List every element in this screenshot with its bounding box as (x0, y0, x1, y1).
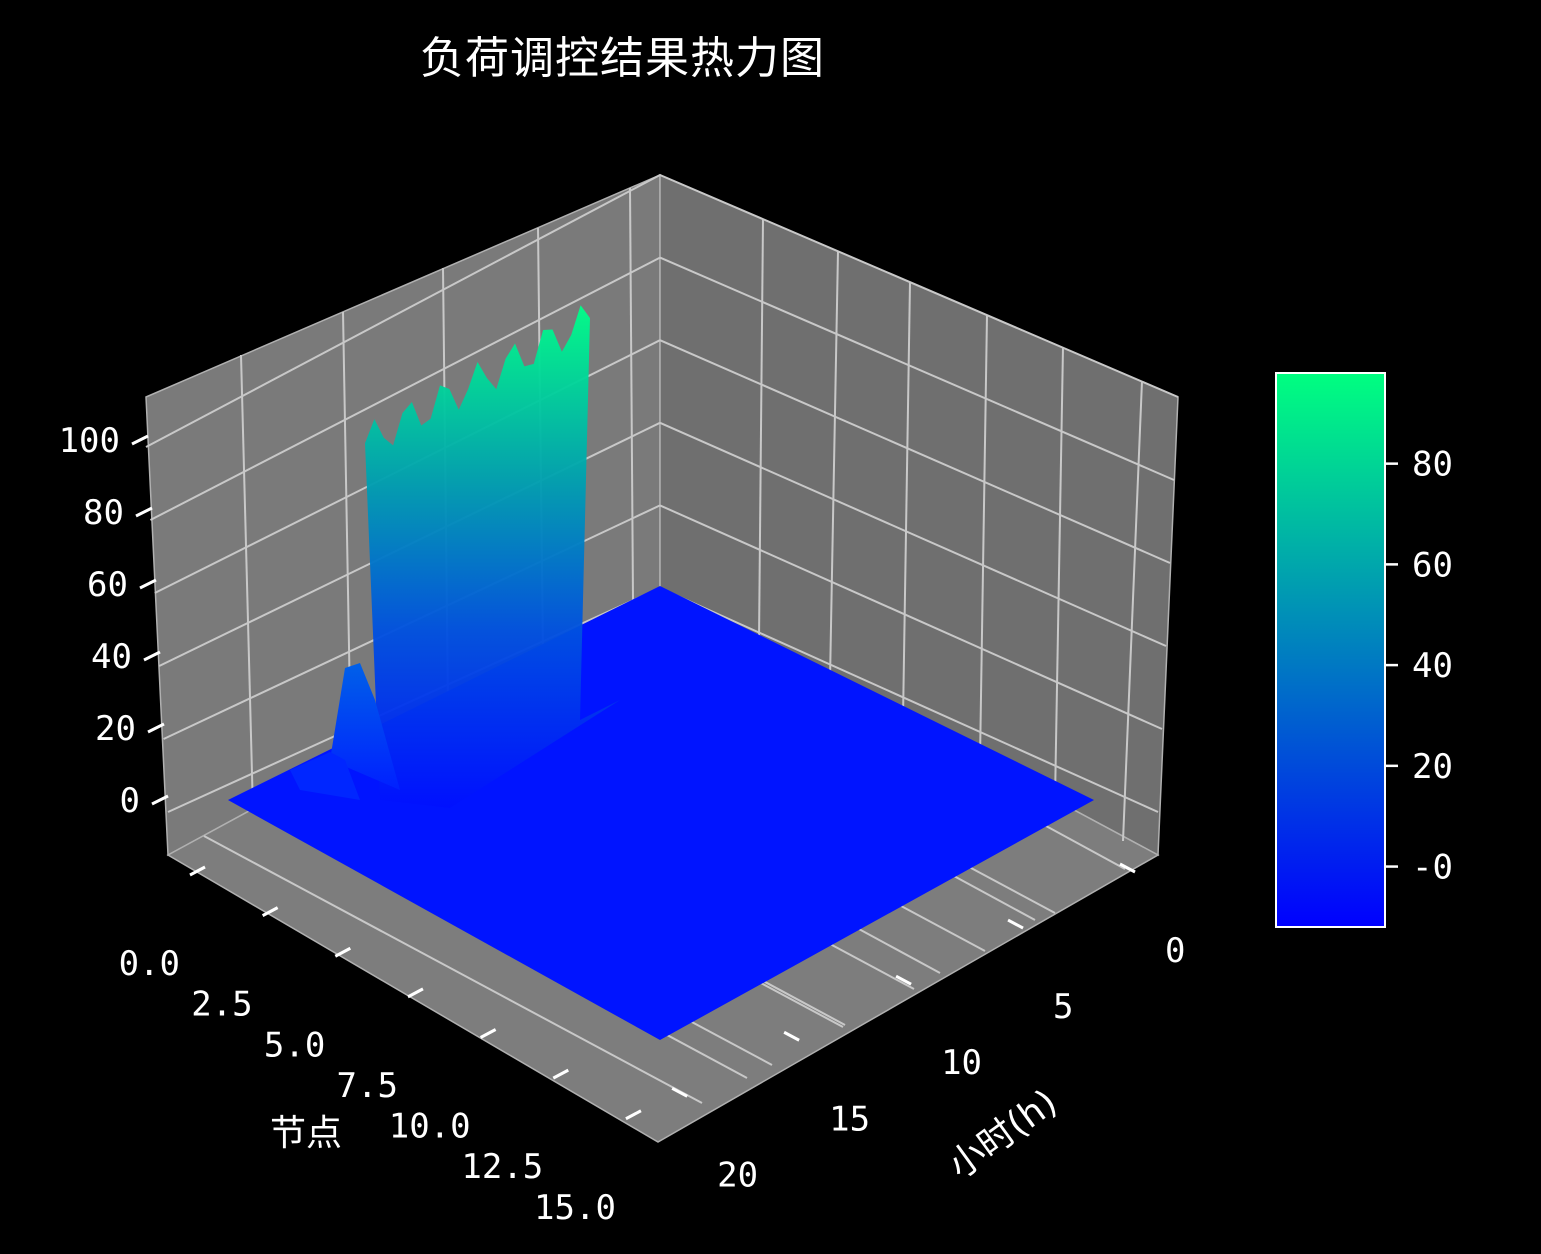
right-grid-horizontal-4 (659, 256, 1175, 481)
z-tick-label-5: 100 (59, 421, 120, 461)
y-tick-mark-0 (1119, 862, 1136, 874)
colorbar-tick-label-2: 40 (1412, 646, 1453, 686)
z-tick-mark-1 (147, 722, 165, 734)
x-tick-label-0: 0.0 (119, 944, 180, 984)
surface-ridge-shoulder (290, 752, 360, 800)
y-tick-mark-3 (783, 1030, 800, 1042)
x-tick-mark-5 (552, 1068, 569, 1080)
z-tick-mark-3 (139, 578, 157, 590)
left-grid-vertical-4 (629, 187, 634, 602)
right-grid-horizontal-3 (659, 339, 1171, 564)
x-tick-label-1: 2.5 (191, 985, 252, 1025)
colorbar-gradient (1275, 372, 1386, 928)
colorbar-tick-label-0: -0 (1412, 848, 1453, 888)
x-tick-mark-4 (479, 1028, 497, 1039)
z-tick-label-3: 60 (87, 565, 128, 605)
colorbar-tick-label-3: 60 (1412, 545, 1453, 585)
colorbar-tick-label-1: 20 (1412, 747, 1453, 787)
x-tick-mark-1 (261, 906, 279, 917)
axis-ticks: 0 20 40 60 80 100 0.0 2.5 5.0 7.510.012.515.0 0 5 10… (59, 421, 1186, 1228)
right-grid-vertical-1 (829, 250, 839, 681)
x-tick-label-5: 12.5 (461, 1147, 543, 1187)
x-axis-label: 节点 (270, 1113, 342, 1154)
x-tick-mark-6 (625, 1109, 642, 1121)
z-tick-label-0: 0 (120, 781, 140, 821)
colorbar: -0 20 40 60 80 (1275, 372, 1453, 928)
y-tick-label-3: 15 (829, 1099, 870, 1139)
x-tick-label-3: 7.5 (337, 1066, 398, 1106)
right-grid-horizontal-5 (659, 174, 1179, 398)
y-tick-mark-1 (1007, 918, 1024, 930)
y-tick-label-4: 20 (717, 1155, 758, 1195)
x-tick-mark-0 (189, 865, 206, 877)
y-tick-label-0: 0 (1165, 931, 1185, 971)
surface-plot (228, 305, 1094, 1040)
right-grid-horizontal-2 (659, 421, 1167, 647)
surface-ridge-high (365, 305, 620, 808)
z-tick-mark-5 (131, 434, 149, 446)
y-tick-mark-4 (671, 1087, 688, 1098)
right-grid-vertical-5 (1122, 380, 1143, 842)
y-tick-mark-2 (895, 974, 912, 986)
right-grid-vertical-4 (1054, 346, 1064, 801)
z-tick-label-4: 80 (83, 493, 124, 533)
floor-grid-hour-0 (203, 835, 703, 1104)
x-tick-label-6: 15.0 (534, 1188, 616, 1228)
y-tick-label-2: 10 (941, 1043, 982, 1083)
y-axis-label: 小时(h) (941, 1082, 1065, 1187)
x-tick-label-2: 5.0 (264, 1025, 325, 1065)
right-grid-vertical-2 (902, 281, 911, 720)
surface-ridge-low (330, 663, 400, 790)
z-tick-mark-2 (143, 650, 161, 662)
right-grid-horizontal-0 (659, 587, 1159, 813)
x-tick-mark-2 (334, 946, 352, 958)
x-tick-mark-3 (407, 987, 424, 999)
right-grid-vertical-3 (979, 314, 988, 761)
x-tick-label-4: 10.0 (389, 1107, 471, 1147)
right-grid-horizontal-1 (659, 504, 1163, 730)
z-tick-mark-4 (135, 506, 153, 518)
z-tick-mark-0 (151, 794, 169, 806)
z-tick-label-2: 40 (91, 637, 132, 677)
right-grid-vertical-0 (758, 218, 764, 642)
left-grid-vertical-0 (240, 354, 254, 813)
chart-title: 负荷调控结果热力图 (420, 33, 825, 84)
colorbar-tick-label-4: 80 (1412, 445, 1453, 485)
y-tick-label-1: 5 (1053, 987, 1073, 1027)
left-grid-horizontal-5 (145, 174, 661, 448)
left-grid-horizontal-4 (149, 256, 661, 521)
z-tick-label-1: 20 (95, 709, 136, 749)
